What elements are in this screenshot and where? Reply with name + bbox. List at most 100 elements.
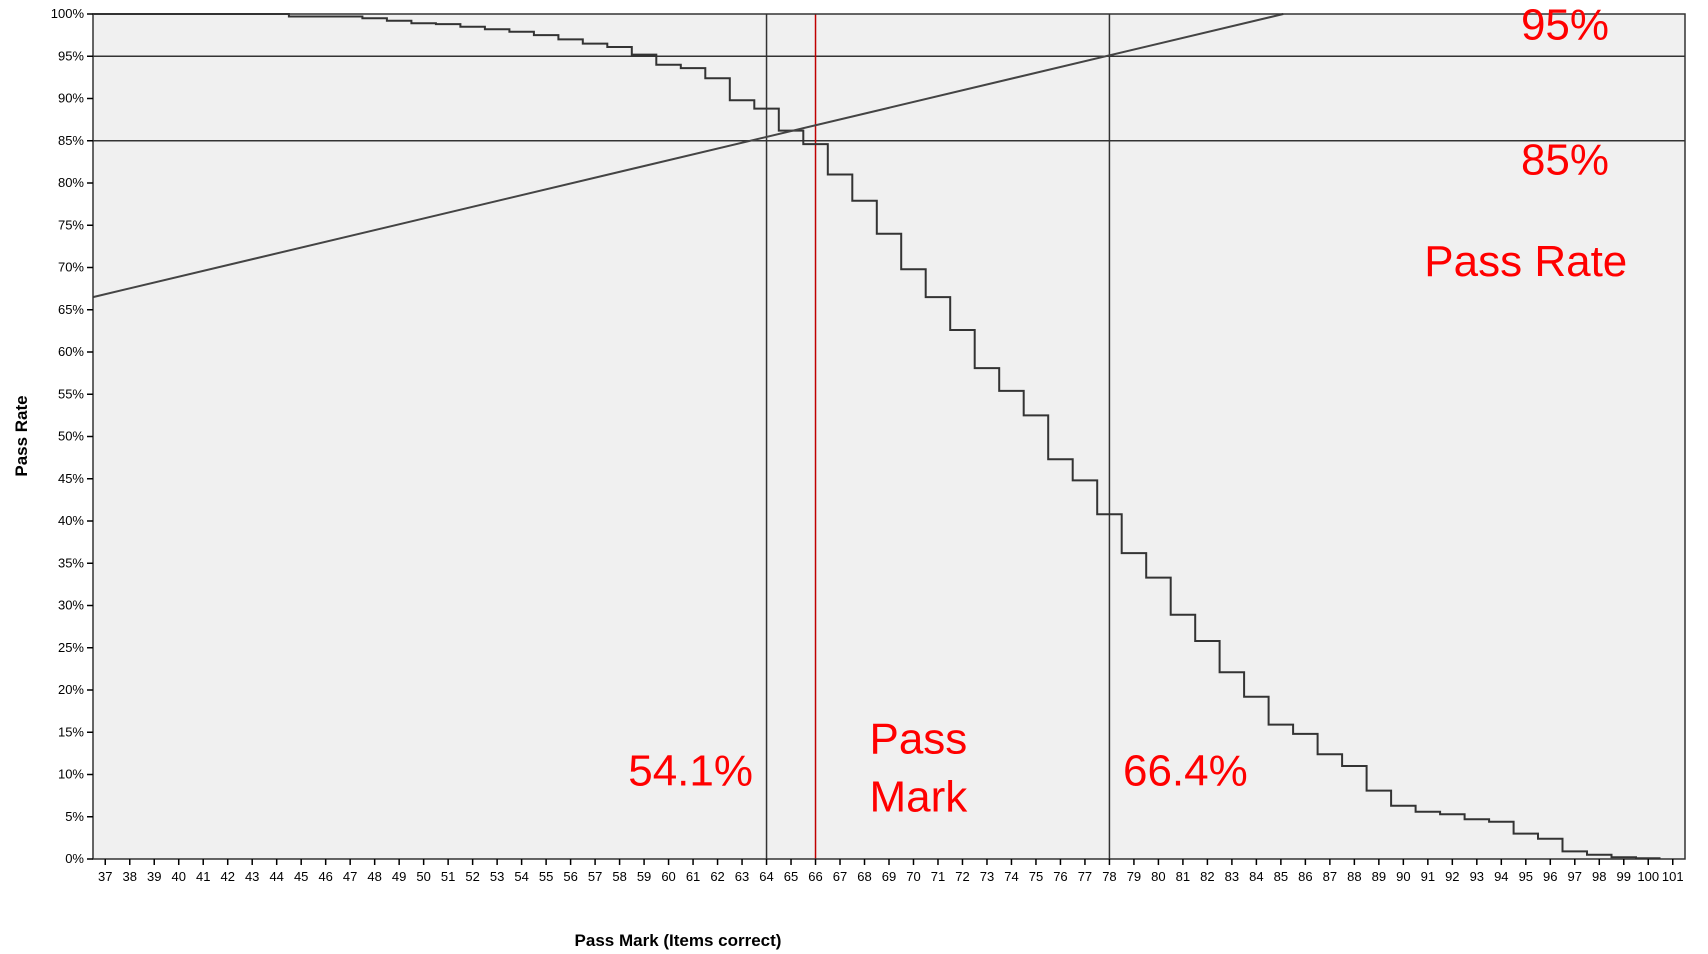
annotation-4: Mark <box>870 773 969 822</box>
annotation-5: 54.1% <box>628 746 753 795</box>
x-tick-label-86: 86 <box>1298 869 1312 884</box>
y-tick-label-40: 40% <box>58 513 84 528</box>
y-tick-label-45: 45% <box>58 471 84 486</box>
x-tick-label-95: 95 <box>1519 869 1533 884</box>
x-tick-label-100: 100 <box>1637 869 1659 884</box>
x-tick-label-59: 59 <box>637 869 651 884</box>
x-axis-title: Pass Mark (Items correct) <box>575 931 782 950</box>
annotation-0: 95% <box>1521 0 1609 49</box>
series-layer <box>92 13 1661 860</box>
x-tick-label-50: 50 <box>416 869 430 884</box>
y-axis: 0% 5% 10% 15% 20% 25% 30% 35% 40% 45% 50% 55% 60% 65%… <box>51 6 93 866</box>
y-tick-label-80: 80% <box>58 175 84 190</box>
x-tick-label-40: 40 <box>171 869 185 884</box>
y-axis-title: Pass Rate <box>12 395 31 476</box>
x-tick-label-97: 97 <box>1568 869 1582 884</box>
y-tick-label-50: 50% <box>58 429 84 444</box>
x-tick-label-69: 69 <box>882 869 896 884</box>
y-tick-label-70: 70% <box>58 260 84 275</box>
x-tick-label-75: 75 <box>1029 869 1043 884</box>
annotation-1: 85% <box>1521 136 1609 185</box>
x-tick-label-101: 101 <box>1662 869 1684 884</box>
y-tick-label-100: 100% <box>51 6 85 21</box>
x-tick-label-44: 44 <box>269 869 283 884</box>
y-tick-label-20: 20% <box>58 682 84 697</box>
y-tick-label-25: 25% <box>58 640 84 655</box>
y-tick-label-10: 10% <box>58 767 84 782</box>
x-tick-label-64: 64 <box>759 869 773 884</box>
x-tick-label-42: 42 <box>220 869 234 884</box>
x-tick-label-54: 54 <box>514 869 528 884</box>
x-tick-label-67: 67 <box>833 869 847 884</box>
x-tick-label-60: 60 <box>661 869 675 884</box>
x-tick-label-77: 77 <box>1078 869 1092 884</box>
x-tick-label-46: 46 <box>318 869 332 884</box>
annotation-3: Pass <box>869 714 967 763</box>
x-tick-label-65: 65 <box>784 869 798 884</box>
y-tick-label-15: 15% <box>58 724 84 739</box>
x-tick-label-70: 70 <box>906 869 920 884</box>
x-tick-label-56: 56 <box>563 869 577 884</box>
x-tick-label-98: 98 <box>1592 869 1606 884</box>
x-tick-label-52: 52 <box>465 869 479 884</box>
y-tick-label-55: 55% <box>58 386 84 401</box>
x-tick-label-82: 82 <box>1200 869 1214 884</box>
y-tick-label-85: 85% <box>58 133 84 148</box>
x-tick-label-49: 49 <box>392 869 406 884</box>
x-tick-label-45: 45 <box>294 869 308 884</box>
x-tick-label-84: 84 <box>1249 869 1263 884</box>
x-tick-label-71: 71 <box>931 869 945 884</box>
x-tick-label-39: 39 <box>147 869 161 884</box>
trend-line-series <box>92 13 1284 299</box>
x-tick-label-73: 73 <box>980 869 994 884</box>
y-tick-label-5: 5% <box>65 809 84 824</box>
x-tick-label-91: 91 <box>1421 869 1435 884</box>
x-tick-label-62: 62 <box>710 869 724 884</box>
annotation-2: Pass Rate <box>1424 237 1627 286</box>
x-tick-label-37: 37 <box>98 869 112 884</box>
y-tick-label-75: 75% <box>58 217 84 232</box>
x-tick-label-55: 55 <box>539 869 553 884</box>
plot-area <box>93 14 1685 859</box>
x-tick-label-94: 94 <box>1494 869 1508 884</box>
x-tick-label-74: 74 <box>1004 869 1018 884</box>
x-tick-label-53: 53 <box>490 869 504 884</box>
x-tick-label-41: 41 <box>196 869 210 884</box>
x-tick-label-63: 63 <box>735 869 749 884</box>
reference-lines <box>93 14 1685 859</box>
x-tick-label-79: 79 <box>1127 869 1141 884</box>
x-tick-label-89: 89 <box>1372 869 1386 884</box>
y-tick-label-30: 30% <box>58 598 84 613</box>
x-tick-label-72: 72 <box>955 869 969 884</box>
x-tick-label-76: 76 <box>1053 869 1067 884</box>
x-axis: 37 38 39 40 41 42 43 44 45 46 47 48 49 50 51 52 53 54 55 56… <box>98 859 1684 884</box>
x-tick-label-87: 87 <box>1323 869 1337 884</box>
y-tick-label-0: 0% <box>65 851 84 866</box>
x-tick-label-38: 38 <box>123 869 137 884</box>
y-tick-label-90: 90% <box>58 91 84 106</box>
x-tick-label-66: 66 <box>808 869 822 884</box>
x-tick-label-78: 78 <box>1102 869 1116 884</box>
step-line-series <box>93 13 1661 860</box>
x-tick-label-48: 48 <box>367 869 381 884</box>
annotations: 95% 85% Pass Rate Pass Mark 54.1% 66.4% <box>628 0 1627 821</box>
y-tick-label-60: 60% <box>58 344 84 359</box>
x-tick-label-43: 43 <box>245 869 259 884</box>
x-tick-label-61: 61 <box>686 869 700 884</box>
x-tick-label-99: 99 <box>1617 869 1631 884</box>
x-tick-label-96: 96 <box>1543 869 1557 884</box>
x-tick-label-92: 92 <box>1445 869 1459 884</box>
x-tick-label-47: 47 <box>343 869 357 884</box>
x-tick-label-93: 93 <box>1470 869 1484 884</box>
x-tick-label-90: 90 <box>1396 869 1410 884</box>
x-tick-label-80: 80 <box>1151 869 1165 884</box>
x-tick-label-88: 88 <box>1347 869 1361 884</box>
x-tick-label-58: 58 <box>612 869 626 884</box>
x-tick-label-83: 83 <box>1225 869 1239 884</box>
y-tick-label-65: 65% <box>58 302 84 317</box>
y-tick-label-95: 95% <box>58 48 84 63</box>
x-tick-label-68: 68 <box>857 869 871 884</box>
x-tick-label-57: 57 <box>588 869 602 884</box>
y-tick-label-35: 35% <box>58 555 84 570</box>
